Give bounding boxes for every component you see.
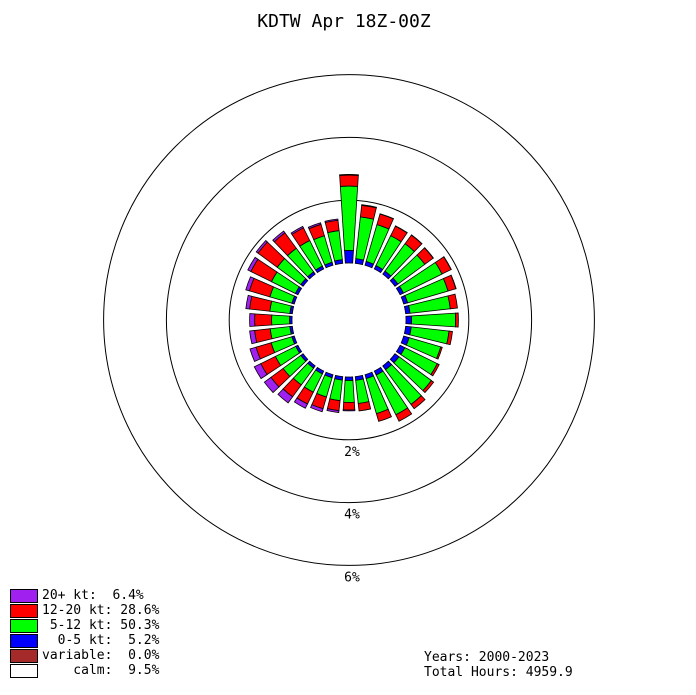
bar-340deg-20-kt (307, 222, 322, 230)
legend: 20+ kt: 6.4% 12-20 kt: 28.6% 5-12 kt: 50… (10, 588, 159, 678)
bar-120deg-12-20-kt (430, 363, 440, 377)
bar-350deg-20-kt (324, 218, 339, 224)
legend-swatch (10, 603, 38, 618)
bar-210deg-20-kt (293, 397, 309, 409)
bar-260deg-5-12-kt (269, 326, 292, 340)
legend-label: 5-12 kt: 50.3% (42, 618, 160, 633)
legend-swatch (10, 648, 38, 663)
ring-label: 4% (344, 508, 360, 523)
bar-180deg-0-5-kt (344, 376, 354, 381)
legend-item-variable: variable: 0.0% (10, 648, 159, 663)
bar-170deg-5-12-kt (355, 378, 370, 404)
legend-swatch (10, 618, 38, 633)
legend-label: 12-20 kt: 28.6% (42, 603, 160, 618)
bar-40deg-20-kt (410, 234, 423, 245)
bar-290deg-20-kt (245, 276, 255, 292)
legend-swatch (10, 633, 38, 648)
legend-swatch (10, 663, 38, 678)
bar-50deg-20-kt (423, 247, 434, 259)
bar-180deg-5-12-kt (343, 379, 355, 403)
bar-230deg-20-kt (263, 376, 280, 394)
grid-ring-6pct (103, 74, 595, 566)
bar-170deg-12-20-kt (357, 401, 372, 412)
bar-0deg-20-kt (339, 174, 359, 176)
bar-80deg-12-20-kt (447, 293, 458, 310)
ring-label: 6% (344, 570, 360, 585)
bar-0deg-12-20-kt (339, 174, 359, 187)
bar-10deg-20-kt (361, 204, 377, 209)
legend-item-5-12: 5-12 kt: 50.3% (10, 618, 159, 633)
wind-bars (245, 174, 459, 422)
bar-20deg-20-kt (379, 213, 395, 220)
bar-140deg-12-20-kt (410, 395, 426, 410)
bar-180deg-12-20-kt (342, 401, 356, 411)
bar-60deg-20-kt (443, 256, 452, 271)
bar-190deg-20-kt (326, 408, 340, 413)
bar-270deg-20-kt (249, 313, 256, 327)
bar-110deg-12-20-kt (436, 346, 443, 360)
bar-250deg-20-kt (249, 346, 261, 362)
bar-300deg-20-kt (247, 256, 259, 273)
bar-200deg-20-kt (310, 404, 324, 413)
bar-150deg-12-20-kt (395, 407, 413, 422)
bar-220deg-20-kt (277, 388, 294, 404)
bar-270deg-12-20-kt (254, 313, 273, 327)
total-hours-text: Total Hours: 4959.9 (424, 665, 573, 680)
legend-label: 0-5 kt: 5.2% (42, 633, 160, 648)
bar-330deg-20-kt (290, 225, 304, 235)
bar-190deg-5-12-kt (329, 378, 343, 402)
bar-320deg-20-kt (272, 230, 286, 243)
bar-260deg-12-20-kt (254, 328, 273, 343)
bar-180deg-20-kt (342, 409, 356, 412)
bar-100deg-12-20-kt (446, 330, 453, 346)
legend-item-calm: calm: 9.5% (10, 663, 159, 678)
bar-70deg-20-kt (450, 274, 457, 290)
bar-130deg-12-20-kt (422, 379, 435, 394)
bar-0deg-5-12-kt (339, 185, 359, 252)
legend-label: calm: 9.5% (42, 663, 160, 678)
legend-item-20plus: 20+ kt: 6.4% (10, 588, 159, 603)
calm-center (294, 265, 404, 375)
bar-160deg-12-20-kt (375, 408, 393, 422)
years-text: Years: 2000-2023 (424, 650, 550, 665)
legend-label: variable: 0.0% (42, 648, 160, 663)
legend-swatch (10, 588, 38, 603)
chart-footer: Years: 2000-2023 Total Hours: 4959.9 (424, 650, 573, 680)
ring-label: 2% (344, 445, 360, 460)
bar-280deg-5-12-kt (269, 300, 292, 314)
legend-item-0-5: 0-5 kt: 5.2% (10, 633, 159, 648)
bar-90deg-5-12-kt (411, 312, 457, 328)
bar-260deg-20-kt (249, 329, 258, 345)
bar-270deg-5-12-kt (271, 314, 291, 326)
bar-310deg-20-kt (255, 239, 268, 254)
bar-0deg-0-5-kt (344, 250, 354, 264)
legend-label: 20+ kt: 6.4% (42, 588, 144, 603)
ring-labels: 2% 4% 6% (344, 445, 360, 586)
bar-280deg-20-kt (245, 294, 253, 310)
chart-title: KDTW Apr 18Z-00Z (257, 11, 431, 32)
bar-30deg-20-kt (394, 225, 408, 234)
grid-ring-4pct (165, 136, 533, 504)
bar-280deg-12-20-kt (249, 295, 273, 312)
legend-item-12-20: 12-20 kt: 28.6% (10, 603, 159, 618)
bar-240deg-20-kt (253, 363, 268, 380)
bar-90deg-12-20-kt (454, 312, 459, 328)
bar-90deg-0-5-kt (405, 315, 413, 325)
